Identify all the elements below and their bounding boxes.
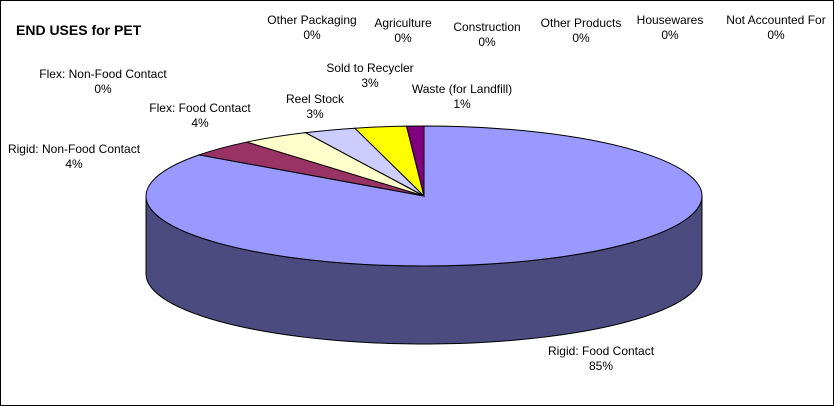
label-other-packaging: Other Packaging 0%	[267, 13, 357, 42]
label-rigid-food-contact: Rigid: Food Contact 85%	[547, 344, 655, 373]
label-sold-to-recycler: Sold to Recycler 3%	[326, 61, 414, 90]
label-waste-landfill: Waste (for Landfill) 1%	[411, 82, 513, 111]
label-rigid-non-food-contact: Rigid: Non-Food Contact 4%	[7, 142, 141, 171]
label-construction: Construction 0%	[453, 20, 521, 49]
label-flex-food-contact: Flex: Food Contact 4%	[149, 101, 251, 130]
label-not-accounted-for: Not Accounted For 0%	[726, 13, 826, 42]
label-housewares: Housewares 0%	[636, 13, 704, 42]
label-agriculture: Agriculture 0%	[374, 16, 432, 45]
chart-title: END USES for PET	[16, 22, 142, 38]
label-flex-non-food-contact: Flex: Non-Food Contact 0%	[39, 67, 167, 96]
label-other-products: Other Products 0%	[540, 16, 622, 45]
label-reel-stock: Reel Stock 3%	[285, 92, 345, 121]
